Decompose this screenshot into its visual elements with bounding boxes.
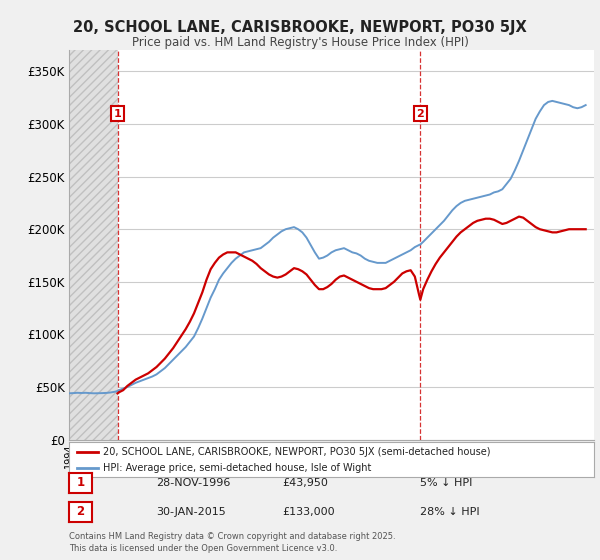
Text: 20, SCHOOL LANE, CARISBROOKE, NEWPORT, PO30 5JX (semi-detached house): 20, SCHOOL LANE, CARISBROOKE, NEWPORT, P… bbox=[103, 447, 491, 457]
Text: Contains HM Land Registry data © Crown copyright and database right 2025.
This d: Contains HM Land Registry data © Crown c… bbox=[69, 533, 395, 553]
Text: HPI: Average price, semi-detached house, Isle of Wight: HPI: Average price, semi-detached house,… bbox=[103, 463, 371, 473]
Text: £43,950: £43,950 bbox=[282, 478, 328, 488]
Text: 28% ↓ HPI: 28% ↓ HPI bbox=[420, 507, 479, 517]
Text: £133,000: £133,000 bbox=[282, 507, 335, 517]
Text: 2: 2 bbox=[416, 109, 424, 119]
Text: 20, SCHOOL LANE, CARISBROOKE, NEWPORT, PO30 5JX: 20, SCHOOL LANE, CARISBROOKE, NEWPORT, P… bbox=[73, 20, 527, 35]
Text: 2: 2 bbox=[76, 505, 85, 519]
Text: 1: 1 bbox=[113, 109, 121, 119]
Text: Price paid vs. HM Land Registry's House Price Index (HPI): Price paid vs. HM Land Registry's House … bbox=[131, 36, 469, 49]
Bar bbox=[69, 50, 118, 440]
Text: 1: 1 bbox=[76, 476, 85, 489]
Text: 5% ↓ HPI: 5% ↓ HPI bbox=[420, 478, 472, 488]
Text: 30-JAN-2015: 30-JAN-2015 bbox=[156, 507, 226, 517]
Text: 28-NOV-1996: 28-NOV-1996 bbox=[156, 478, 230, 488]
